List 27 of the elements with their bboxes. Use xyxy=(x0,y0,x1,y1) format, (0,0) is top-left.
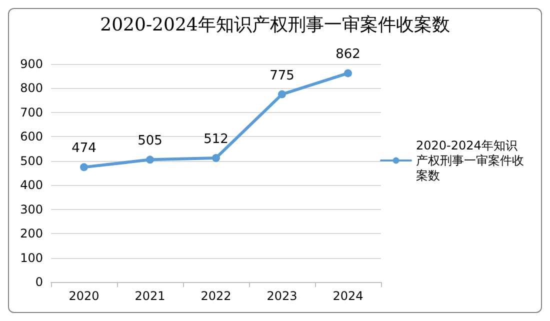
y-tick-label: 600 xyxy=(20,130,43,144)
point xyxy=(146,156,154,164)
legend-label: 2020-2024年知识产权刑事一审案件收案数 xyxy=(416,138,524,182)
x-tick-label: 2021 xyxy=(134,289,166,303)
point xyxy=(344,69,352,78)
x-tick-label: 2023 xyxy=(266,289,298,303)
x-tick-label: 2020 xyxy=(68,289,100,303)
y-tick-label: 800 xyxy=(20,81,43,96)
y-tick-label: 400 xyxy=(20,178,43,192)
y-tick-label: 0 xyxy=(35,275,43,289)
point xyxy=(278,90,286,98)
y-tick-label: 200 xyxy=(20,226,43,241)
x-tick-label: 2022 xyxy=(200,289,232,303)
y-tick-label: 500 xyxy=(20,154,43,168)
x-tick-label: 2024 xyxy=(332,289,364,303)
data-label: 474 xyxy=(72,141,96,156)
point xyxy=(80,163,88,172)
y-tick-label: 900 xyxy=(20,57,43,71)
y-tick-label: 300 xyxy=(20,202,43,216)
data-label: 862 xyxy=(336,47,360,62)
data-label: 505 xyxy=(138,134,162,149)
data-label: 775 xyxy=(270,68,294,84)
point xyxy=(212,154,220,162)
chart-title: 2020-2024年知识产权刑事一审案件收案数 xyxy=(100,14,450,36)
y-tick-label: 700 xyxy=(20,105,43,120)
data-label: 512 xyxy=(204,132,228,147)
y-tick-label: 100 xyxy=(20,250,43,265)
